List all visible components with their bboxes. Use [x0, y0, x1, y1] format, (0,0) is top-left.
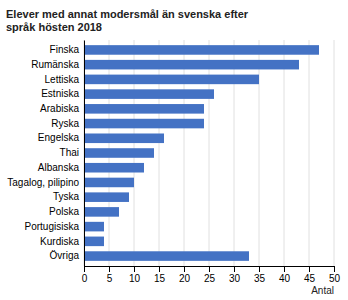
y-tick: Rumänska	[31, 59, 84, 70]
y-axis-line	[84, 41, 85, 267]
x-tick: 10	[129, 266, 141, 284]
x-tick: 50	[329, 266, 341, 284]
bar	[84, 163, 144, 173]
x-tick: 45	[304, 266, 316, 284]
bar	[84, 104, 204, 114]
y-tick-label: Kurdiska	[40, 236, 79, 247]
y-tick-label: Lettiska	[45, 74, 80, 85]
grid-line	[159, 40, 160, 266]
y-tick: Portugisiska	[25, 221, 84, 232]
x-tick: 20	[179, 266, 191, 284]
x-axis-title: Antal	[311, 285, 334, 296]
bar	[84, 178, 134, 188]
y-tick-label: Finska	[50, 44, 80, 55]
bar	[84, 75, 259, 85]
x-tick-mark	[109, 266, 110, 272]
plot-area: 0 5 10 15 20 25 30 35 40 45 50 Övriga Kurdiska Portug…	[7, 40, 340, 284]
bars	[84, 45, 319, 261]
x-tick-mark	[334, 266, 335, 272]
y-tick: Lettiska	[45, 74, 84, 85]
y-tick-label: Thai	[60, 147, 79, 158]
bar	[84, 237, 104, 247]
y-tick: Övriga	[50, 250, 84, 261]
x-tick-label: 10	[129, 273, 141, 284]
x-tick-label: 30	[229, 273, 241, 284]
y-tick: Kurdiska	[40, 236, 84, 247]
x-tick-label: 15	[154, 273, 166, 284]
y-tick-label: Tagalog, pilipino	[7, 177, 79, 188]
x-tick-mark	[209, 266, 210, 272]
x-tick-mark	[259, 266, 260, 272]
x-tick: 25	[204, 266, 216, 284]
x-tick-label: 35	[254, 273, 266, 284]
bar	[84, 133, 164, 143]
y-tick-label: Arabiska	[40, 103, 79, 114]
x-tick-mark	[84, 266, 85, 272]
bar	[84, 89, 214, 99]
y-axis: Övriga Kurdiska Portugisiska Polska Tyska Tag…	[7, 41, 84, 267]
y-tick-label: Portugisiska	[25, 221, 80, 232]
x-tick-mark	[284, 266, 285, 272]
y-tick: Thai	[60, 147, 84, 158]
x-axis: 0 5 10 15 20 25 30 35 40 45 50	[82, 266, 341, 284]
y-tick: Ryska	[51, 118, 84, 129]
bar	[84, 192, 129, 202]
y-tick: Polska	[49, 206, 84, 217]
y-tick: Finska	[50, 44, 84, 55]
bar	[84, 207, 119, 217]
y-tick: Albanska	[38, 162, 84, 173]
x-tick-label: 25	[204, 273, 216, 284]
x-tick-label: 20	[179, 273, 191, 284]
x-tick-mark	[159, 266, 160, 272]
grid-line	[284, 40, 285, 266]
x-tick-label: 50	[329, 273, 341, 284]
x-axis-line	[85, 267, 335, 273]
x-tick-label: 5	[107, 273, 113, 284]
y-tick: Estniska	[41, 88, 84, 99]
x-tick-label: 0	[82, 273, 88, 284]
y-tick: Engelska	[38, 132, 84, 143]
x-tick: 40	[279, 266, 291, 284]
grid-line	[234, 40, 235, 266]
y-tick-label: Ryska	[51, 118, 79, 129]
grid-line	[84, 40, 85, 266]
x-tick: 35	[254, 266, 266, 284]
x-tick: 0	[82, 266, 88, 284]
x-tick-label: 45	[304, 273, 316, 284]
y-tick-label: Övriga	[50, 250, 80, 261]
x-tick-mark	[184, 266, 185, 272]
x-tick: 30	[229, 266, 241, 284]
chart: Elever med annat modersmål än svenska ef…	[0, 0, 348, 300]
grid-line	[259, 40, 260, 266]
x-tick-mark	[134, 266, 135, 272]
x-tick-mark	[309, 266, 310, 272]
y-tick-label: Tyska	[53, 191, 80, 202]
x-tick: 5	[107, 266, 113, 284]
y-tick: Tyska	[53, 191, 84, 202]
y-tick-label: Albanska	[38, 162, 80, 173]
bar	[84, 60, 299, 70]
grid-line	[184, 40, 185, 266]
y-tick-label: Engelska	[38, 132, 80, 143]
grid-line	[209, 40, 210, 266]
bar	[84, 251, 249, 261]
grid-line	[309, 40, 310, 266]
y-tick-label: Polska	[49, 206, 79, 217]
y-tick: Arabiska	[40, 103, 84, 114]
y-tick-label: Estniska	[41, 88, 79, 99]
bar	[84, 45, 319, 55]
x-tick: 15	[154, 266, 166, 284]
y-tick: Tagalog, pilipino	[7, 177, 84, 188]
bar	[84, 119, 204, 129]
bar	[84, 148, 154, 158]
bar	[84, 222, 104, 232]
grid	[84, 40, 334, 266]
y-tick-label: Rumänska	[31, 59, 79, 70]
x-tick-label: 40	[279, 273, 291, 284]
x-tick-mark	[234, 266, 235, 272]
chart-title: Elever med annat modersmål än svenska ef…	[6, 8, 249, 33]
grid-line	[334, 40, 335, 266]
